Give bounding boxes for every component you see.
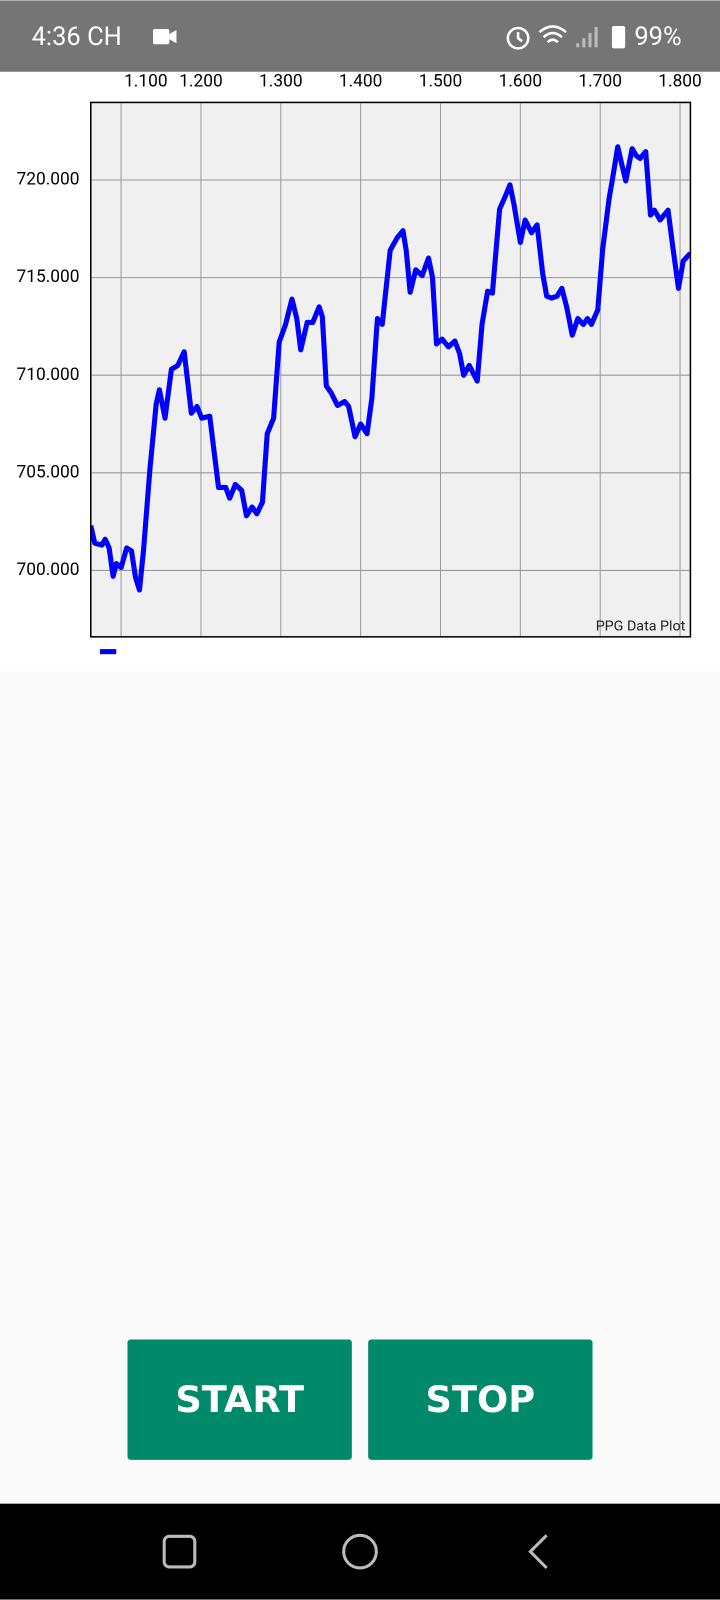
start-button[interactable]: START (127, 1339, 352, 1460)
plot-annotation: PPG Data Plot (596, 618, 686, 634)
status-time: 4:36 CH (32, 22, 122, 52)
wifi-icon (538, 25, 567, 44)
plot-border (90, 101, 692, 638)
y-tick-label: 700.000 (17, 560, 80, 580)
start-button-bg[interactable] (127, 1339, 352, 1460)
nav-home[interactable] (342, 1533, 378, 1570)
nav-bar (0, 1503, 720, 1600)
x-tick-label: 1.300 (259, 72, 303, 92)
status-bar (0, 0, 720, 72)
grid (90, 102, 691, 637)
signal-icon (576, 26, 598, 48)
content-area (0, 671, 720, 1504)
alarm-icon (506, 26, 530, 50)
x-tick-label: 1.800 (658, 72, 702, 92)
stop-button[interactable]: STOP (368, 1339, 593, 1460)
status-battery: 99% (634, 22, 681, 52)
battery-icon (611, 25, 626, 49)
y-tick-label: 705.000 (17, 462, 80, 482)
start-button-label[interactable]: START (175, 1378, 304, 1421)
x-tick-label: 1.200 (179, 72, 223, 92)
y-tick-label: 715.000 (17, 267, 80, 287)
x-tick-label: 1.600 (499, 72, 543, 92)
x-tick-label: 1.400 (339, 72, 383, 92)
plot-area (90, 102, 691, 637)
nav-recent[interactable] (162, 1534, 197, 1569)
stop-button-bg[interactable] (368, 1339, 593, 1460)
legend-swatch (99, 649, 117, 655)
data-line (90, 144, 691, 593)
x-tick-label: 1.100 (124, 72, 168, 92)
nav-back[interactable] (528, 1534, 548, 1570)
y-tick-label: 720.000 (17, 170, 80, 190)
stop-button-label[interactable]: STOP (426, 1378, 536, 1421)
x-tick-label: 1.500 (419, 72, 463, 92)
camera-icon (152, 29, 177, 45)
y-tick-label: 710.000 (17, 365, 80, 385)
x-tick-label: 1.700 (578, 72, 622, 92)
data-lines (90, 144, 691, 593)
